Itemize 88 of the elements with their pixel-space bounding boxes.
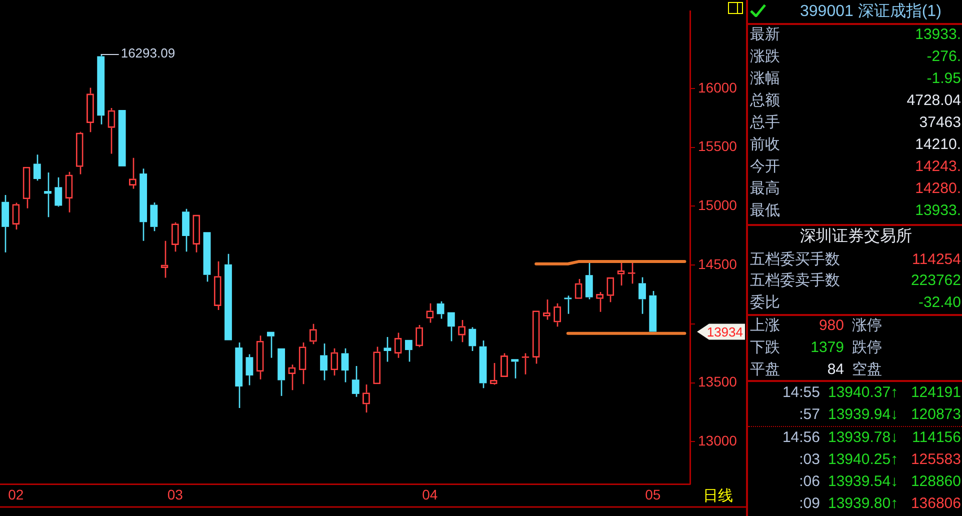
text: 最低 xyxy=(750,201,780,221)
text: 13939.80↑ xyxy=(828,494,898,514)
text: 13940.25↑ xyxy=(828,450,898,470)
text: 114156 xyxy=(912,428,961,448)
text: 399001 深证成指(1) xyxy=(800,2,942,22)
annotation: 16293.09 xyxy=(120,46,176,61)
text: :03 xyxy=(799,450,820,470)
candlestick xyxy=(638,276,646,315)
text: 14243. xyxy=(915,157,961,177)
text: 最高 xyxy=(750,179,780,199)
candlestick xyxy=(266,332,274,358)
candlestick xyxy=(564,295,572,315)
text: 总额 xyxy=(750,91,780,111)
x-tick-label: 03 xyxy=(167,486,184,502)
candlestick xyxy=(511,359,519,380)
x-tick-label: 02 xyxy=(8,486,24,502)
text: 13933. xyxy=(915,201,961,221)
text: 14:56 xyxy=(782,428,820,448)
text: 114254 xyxy=(912,250,961,270)
text: 125583 xyxy=(910,450,961,470)
text: 14210. xyxy=(915,135,961,155)
text: 13939.78↓ xyxy=(828,428,898,448)
text: -1.95 xyxy=(926,69,961,89)
text: 跌停 xyxy=(852,338,882,358)
y-tick-label: 13000 xyxy=(698,432,738,448)
candlestick xyxy=(585,261,593,300)
candlestick xyxy=(341,348,349,383)
candlestick xyxy=(384,336,392,362)
y-tick-label: 15000 xyxy=(698,197,738,214)
text: 深圳证券交易所 xyxy=(799,226,913,247)
y-tick-label: 15500 xyxy=(698,138,738,154)
text: 涨跌 xyxy=(750,47,780,67)
text: 14:55 xyxy=(782,383,820,403)
text: 委比 xyxy=(750,293,780,313)
text: 13934 xyxy=(706,324,743,340)
candlestick xyxy=(140,168,148,242)
candlestick xyxy=(33,154,41,182)
text: 上涨 xyxy=(750,316,780,336)
candlestick xyxy=(44,172,52,218)
text: 4728.04 xyxy=(906,91,961,111)
text: :57 xyxy=(799,405,820,425)
text: 136806 xyxy=(910,494,961,514)
text: 日线 xyxy=(703,488,733,505)
text: 13940.37↑ xyxy=(828,383,898,403)
candlestick xyxy=(97,53,105,126)
text: 128860 xyxy=(910,472,961,492)
text: 13939.94↓ xyxy=(828,405,898,425)
text: 前收 xyxy=(750,135,780,155)
text: 14280. xyxy=(915,179,961,199)
text: -32.40 xyxy=(918,293,961,313)
text: -276. xyxy=(926,47,961,67)
x-tick-label: 05 xyxy=(645,486,661,502)
candlestick xyxy=(320,342,328,381)
y-tick-label: 14500 xyxy=(698,256,738,272)
text: :06 xyxy=(799,472,820,492)
text: 五档委卖手数 xyxy=(750,271,840,291)
candlestick xyxy=(246,354,254,386)
text: 今开 xyxy=(750,157,780,177)
text: 1379 xyxy=(810,338,844,358)
candlestick xyxy=(447,312,455,342)
candlestick xyxy=(235,342,243,409)
text: 980 xyxy=(818,316,844,336)
candlestick xyxy=(224,253,232,340)
text: 13939.54↓ xyxy=(828,472,898,492)
y-tick-label: 16000 xyxy=(698,79,738,96)
text: 37463 xyxy=(919,113,961,133)
text: :09 xyxy=(799,494,820,514)
candlestick xyxy=(278,348,286,397)
candlestick xyxy=(479,340,487,389)
text: 120873 xyxy=(910,405,961,425)
text: 空盘 xyxy=(852,360,882,380)
y-tick-label: 13500 xyxy=(698,374,738,390)
text: 223762 xyxy=(910,271,961,291)
text: 84 xyxy=(827,360,844,380)
text: 涨停 xyxy=(852,316,882,336)
text: 124191 xyxy=(910,383,961,403)
text: 平盘 xyxy=(750,360,780,380)
text: 最新 xyxy=(750,25,780,45)
text: 涨幅 xyxy=(750,69,780,89)
text: 总手 xyxy=(750,113,780,133)
candlestick xyxy=(352,365,360,398)
text: 13933. xyxy=(915,25,961,45)
candlestick xyxy=(182,208,190,252)
candlestick xyxy=(2,194,10,253)
candlestick xyxy=(54,176,62,208)
text: 五档委买手数 xyxy=(750,250,840,270)
text: 下跌 xyxy=(750,338,780,358)
x-tick-label: 04 xyxy=(422,486,438,502)
